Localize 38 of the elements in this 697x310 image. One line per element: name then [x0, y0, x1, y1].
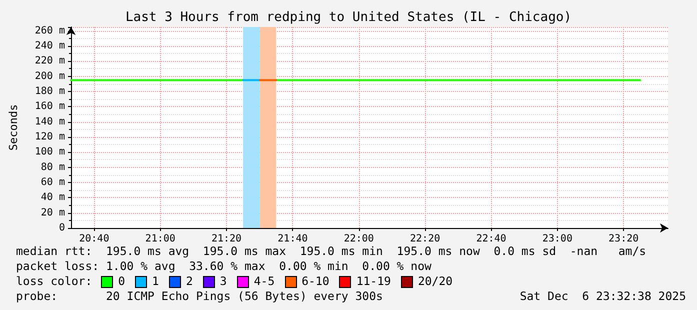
x-tick-label: 20:40 — [79, 234, 110, 244]
text: 4-5 — [254, 274, 275, 289]
text: 2 — [186, 274, 193, 289]
text: Sat Dec 6 23:32:38 2025 — [520, 289, 686, 304]
y-axis-title: Seconds — [7, 104, 20, 151]
y-tick-label: 260 m — [34, 25, 65, 36]
text: loss color: — [16, 274, 94, 289]
x-tick-label: 21:40 — [278, 234, 308, 244]
text: packet loss: 1.00 % avg 33.60 % max 0.00 % min 0.00 % now — [16, 259, 432, 274]
y-tick-label: 180 m — [34, 86, 65, 97]
y-tick-label: 80 m — [40, 162, 65, 173]
text: 1 — [152, 274, 159, 289]
x-tick-label: 21:20 — [211, 234, 242, 244]
x-tick-label: 23:20 — [608, 234, 639, 244]
text: 20/20 — [418, 274, 453, 289]
y-tick-label: 60 m — [40, 176, 65, 188]
y-tick-label: 220 m — [34, 56, 65, 67]
x-tick-label: 23:00 — [542, 234, 572, 244]
chart-title: Last 3 Hours from redping to United States (IL - Chicago) — [125, 10, 572, 25]
y-tick-label: 100 m — [34, 146, 65, 158]
x-tick-label: 22:40 — [476, 234, 506, 244]
y-tick-label: 0 — [58, 222, 65, 234]
y-tick-label: 120 m — [34, 131, 65, 142]
text: 11-19 — [356, 274, 391, 289]
text: 0 — [118, 274, 126, 289]
y-tick-label: 240 m — [34, 40, 65, 52]
x-tick-label: 21:00 — [145, 234, 176, 244]
text: probe: 20 ICMP Echo Pings (56 Bytes) every 300s — [16, 289, 383, 304]
y-tick-label: 160 m — [34, 101, 65, 112]
text: median rtt: 195.0 ms avg 195.0 ms max 195.0 ms min 195.0 ms now 0.0 ms sd -nan am/s — [16, 244, 646, 259]
x-tick-label: 22:00 — [344, 234, 374, 244]
y-tick-label: 140 m — [34, 116, 65, 128]
x-tick-label: 22:20 — [410, 234, 440, 244]
text: 6-10 — [302, 274, 330, 289]
y-tick-label: 200 m — [34, 70, 65, 82]
y-tick-label: 20 m — [40, 207, 65, 218]
text: 3 — [220, 274, 227, 289]
y-tick-label: 40 m — [40, 192, 65, 204]
